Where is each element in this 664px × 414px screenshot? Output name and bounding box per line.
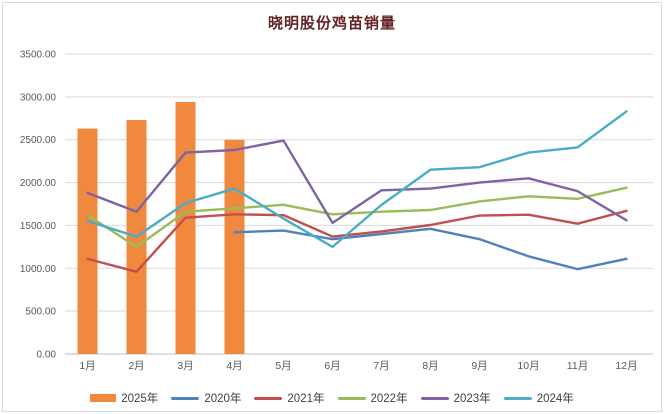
y-axis-tick-500: 500.00 — [25, 307, 56, 318]
x-axis-label-3月: 3月 — [177, 360, 193, 372]
legend-marker-2020年 — [171, 396, 200, 400]
legend-label-2024年: 2024年 — [536, 393, 574, 405]
chart-legend: 2025年 2020年 2021年 2022年 2023年 2024年 — [3, 387, 661, 409]
x-axis-label-10月: 10月 — [517, 360, 539, 372]
legend-item-2024年[interactable]: 2024年 — [503, 390, 574, 406]
line-series-2022年 — [86, 186, 628, 249]
x-axis-label-1月: 1月 — [79, 360, 95, 372]
y-axis-tick-1500: 1500.00 — [20, 221, 57, 232]
line-series-2023年 — [86, 139, 628, 225]
x-axis-label-2月: 2月 — [128, 360, 144, 372]
x-axis-label-9月: 9月 — [471, 360, 487, 372]
x-axis-label-5月: 5月 — [275, 360, 291, 372]
line-series-2024年 — [86, 110, 628, 249]
line-series-2020年 — [233, 227, 628, 271]
bar-2025年-4月 — [224, 139, 245, 354]
x-axis-label-6月: 6月 — [324, 360, 340, 372]
x-axis-label-8月: 8月 — [422, 360, 438, 372]
legend-label-2022年: 2022年 — [370, 393, 408, 405]
legend-label-2020年: 2020年 — [204, 393, 242, 405]
legend-marker-2022年 — [337, 396, 366, 400]
y-axis-tick-0: 0.00 — [37, 350, 57, 361]
y-axis-tick-3500: 3500.00 — [20, 50, 57, 61]
plot-area: 0.00 500.00 1000.00 1500.00 2000.00 2500.00 30… — [20, 50, 653, 372]
y-axis-tick-1000: 1000.00 — [20, 264, 57, 275]
chart-title: 晓明股份鸡苗销量 — [267, 15, 396, 32]
y-axis-tick-2500: 2500.00 — [20, 135, 57, 146]
x-axis-label-12月: 12月 — [615, 360, 637, 372]
legend-marker-2025年 — [90, 394, 117, 402]
legend-label-2023年: 2023年 — [453, 393, 491, 405]
x-axis-label-7月: 7月 — [373, 360, 389, 372]
y-axis-tick-3000: 3000.00 — [20, 92, 57, 103]
y-axis-tick-2000: 2000.00 — [20, 178, 57, 189]
legend-item-2023年[interactable]: 2023年 — [420, 390, 491, 406]
legend-label-2025年: 2025年 — [121, 393, 159, 405]
x-axis-label-4月: 4月 — [226, 360, 242, 372]
line-series-2021年 — [86, 209, 628, 273]
legend-marker-2021年 — [254, 396, 283, 400]
bar-2025年-1月 — [77, 128, 98, 354]
legend-item-2021年[interactable]: 2021年 — [254, 390, 325, 406]
legend-label-2021年: 2021年 — [287, 393, 325, 405]
legend-item-2025年[interactable]: 2025年 — [90, 390, 158, 406]
legend-item-2022年[interactable]: 2022年 — [337, 390, 408, 406]
bar-2025年-3月 — [175, 102, 196, 354]
legend-marker-2024年 — [503, 396, 532, 400]
legend-item-2020年[interactable]: 2020年 — [171, 390, 241, 406]
legend-marker-2023年 — [420, 396, 449, 400]
x-axis-label-11月: 11月 — [567, 360, 588, 372]
